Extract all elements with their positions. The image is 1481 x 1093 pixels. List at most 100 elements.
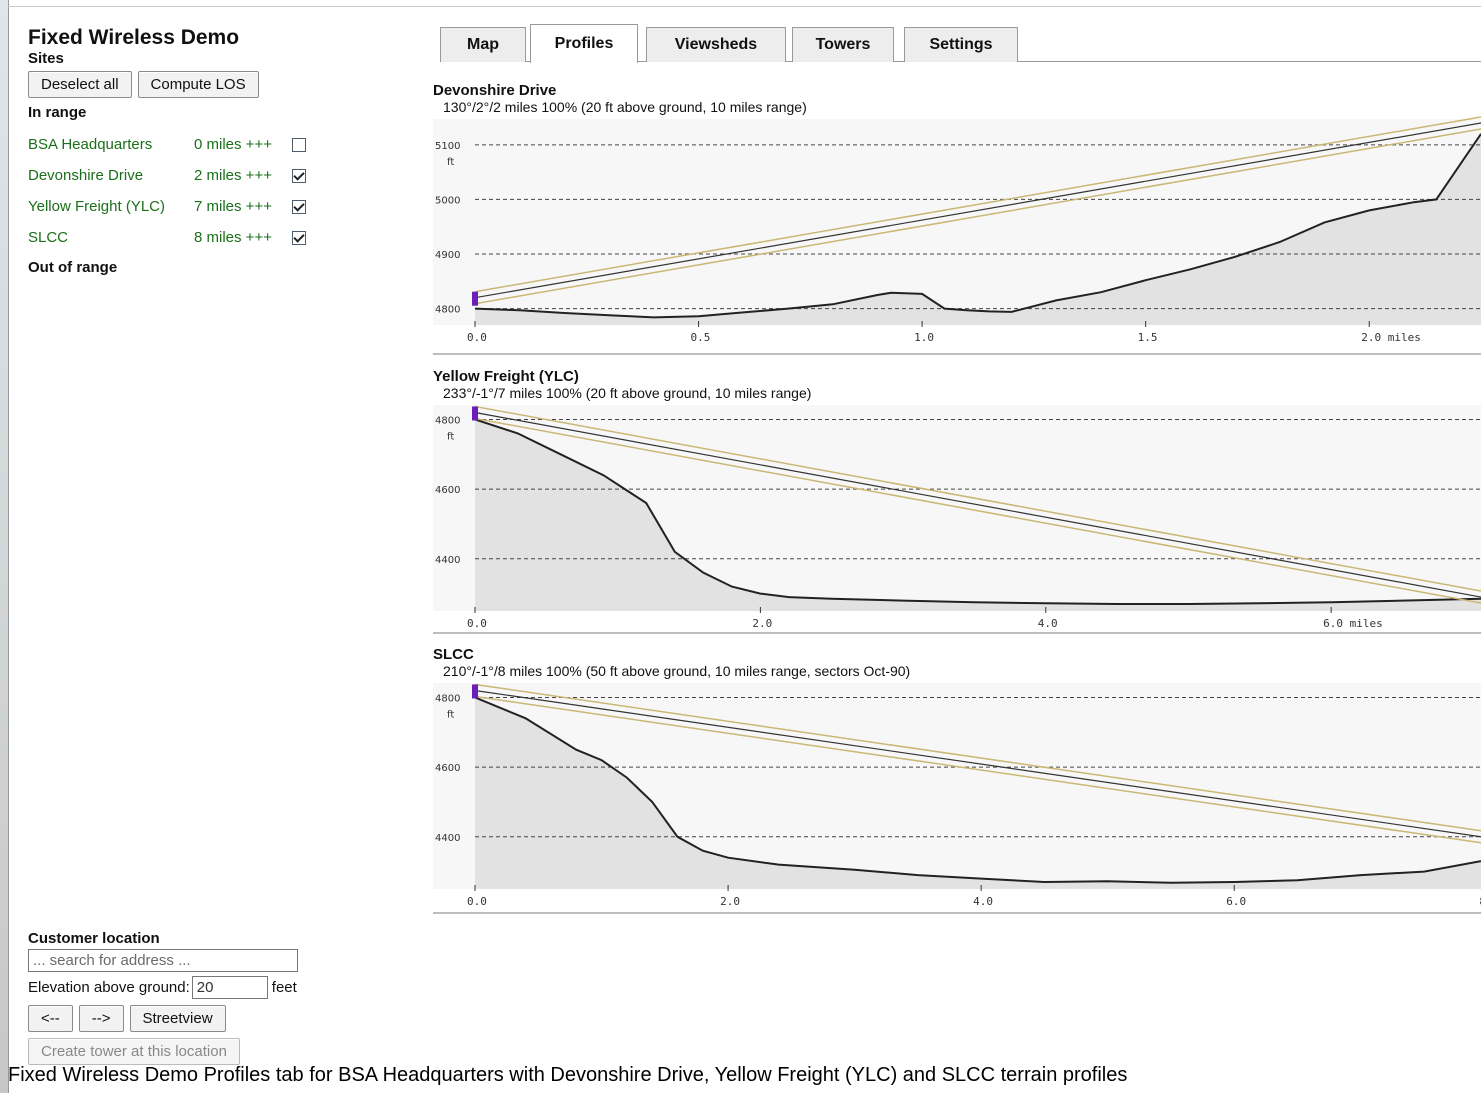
tab-profiles[interactable]: Profiles <box>530 24 638 63</box>
profile-chart: 5100 5000 4900 4800 ft 0.0 0.5 1.0 1.5 2.0 miles <box>433 116 1481 344</box>
x-tick-label: 2.0 <box>720 895 740 908</box>
compute-los-button[interactable]: Compute LOS <box>137 71 259 98</box>
profile-separator <box>433 632 1481 634</box>
image-caption: Fixed Wireless Demo Profiles tab for BSA… <box>8 1064 1128 1086</box>
y-tick-label: 5000 <box>435 195 460 206</box>
tab-bar: Map Profiles Viewsheds Towers Settings <box>440 24 1481 63</box>
sidebar: Fixed Wireless Demo Sites Deselect all C… <box>28 26 328 276</box>
tab-viewsheds[interactable]: Viewsheds <box>646 27 786 62</box>
profile-chart: 4800 4600 4400 ft 0.0 2.0 4.0 6.0 8.0 miles <box>433 683 1481 908</box>
site-checkbox[interactable] <box>292 137 306 152</box>
terrain-line <box>474 133 1481 319</box>
elevation-input[interactable] <box>191 976 268 999</box>
site-distance: 8 miles +++ <box>194 229 272 246</box>
profile-title: Yellow Freight (YLC) <box>433 368 579 385</box>
deselect-all-button[interactable]: Deselect all <box>28 71 132 98</box>
x-tick-label: 2.0 miles <box>1361 331 1421 344</box>
window-left-edge <box>0 0 9 1093</box>
x-tick-label: 0.0 <box>467 895 487 908</box>
x-tick-label: 1.0 <box>914 331 934 344</box>
profile-yellow-freight: Yellow Freight (YLC) 233°/-1°/7 miles 10… <box>433 368 1481 638</box>
terrain-fill <box>475 133 1481 325</box>
site-name[interactable]: Yellow Freight (YLC) <box>28 198 165 215</box>
site-row-slcc: SLCC 8 miles +++ <box>28 222 328 253</box>
previous-button[interactable]: <-- <box>28 1005 73 1032</box>
y-tick-label: 4400 <box>435 833 460 844</box>
elevation-label: Elevation above ground: <box>28 979 190 996</box>
sites-label: Sites <box>28 50 64 67</box>
line-of-sight <box>474 689 1481 838</box>
site-name[interactable]: Devonshire Drive <box>28 167 144 184</box>
profile-subtitle: 130°/2°/2 miles 100% (20 ft above ground… <box>443 99 807 115</box>
x-tick-label: 6.0 <box>1226 895 1246 908</box>
y-tick-label: 4400 <box>435 555 460 566</box>
x-tick-label: 0.0 <box>467 331 487 344</box>
tab-map[interactable]: Map <box>440 27 526 62</box>
site-distance: 2 miles +++ <box>194 167 272 184</box>
y-axis-unit-label: ft <box>447 431 454 442</box>
elevation-unit: feet <box>271 979 297 996</box>
profile-title: SLCC <box>433 646 474 663</box>
window-top-border <box>8 0 1481 7</box>
streetview-button[interactable]: Streetview <box>129 1005 226 1032</box>
site-checkbox[interactable] <box>292 230 306 245</box>
profile-separator <box>433 353 1481 355</box>
y-tick-label: 4600 <box>435 485 460 496</box>
customer-location-label: Customer location <box>28 930 160 947</box>
site-buttons: Deselect all Compute LOS <box>28 71 328 98</box>
profile-chart: 4800 4600 4400 ft 0.0 2.0 4.0 6.0 miles <box>433 405 1481 630</box>
site-checkbox[interactable] <box>292 199 306 214</box>
y-tick-label: 4800 <box>435 415 460 426</box>
site-name[interactable]: BSA Headquarters <box>28 136 153 153</box>
x-tick-label: 4.0 <box>973 895 993 908</box>
x-tick-label: 6.0 miles <box>1323 617 1383 630</box>
fresnel-upper-line <box>474 116 1481 293</box>
profile-separator <box>433 912 1481 914</box>
y-axis-unit-label: ft <box>447 709 454 720</box>
site-row-bsa-headquarters: BSA Headquarters 0 miles +++ <box>28 129 328 160</box>
x-tick-label: 8.0 miles <box>1479 895 1481 908</box>
y-tick-label: 4900 <box>435 250 460 261</box>
line-of-sight <box>474 411 1481 598</box>
antenna-marker <box>472 684 478 699</box>
x-tick-label: 0.5 <box>691 331 711 344</box>
y-tick-label: 4800 <box>435 305 460 316</box>
terrain-line <box>474 696 1481 884</box>
site-row-devonshire-drive: Devonshire Drive 2 miles +++ <box>28 160 328 191</box>
fresnel-lower-line <box>474 128 1481 305</box>
site-distance: 7 miles +++ <box>194 198 272 215</box>
fresnel-lower-line <box>474 417 1481 604</box>
line-of-sight <box>474 122 1481 299</box>
create-tower-button[interactable]: Create tower at this location <box>28 1038 240 1065</box>
profile-subtitle: 233°/-1°/7 miles 100% (20 ft above groun… <box>443 385 812 401</box>
y-tick-label: 4600 <box>435 763 460 774</box>
terrain-fill <box>475 697 1481 889</box>
out-of-range-label: Out of range <box>28 259 118 276</box>
fresnel-upper-line <box>474 405 1481 592</box>
terrain-fill <box>475 419 1481 611</box>
app-title: Fixed Wireless Demo <box>28 26 240 49</box>
profile-subtitle: 210°/-1°/8 miles 100% (50 ft above groun… <box>443 663 911 679</box>
x-tick-label: 0.0 <box>467 617 487 630</box>
tab-settings[interactable]: Settings <box>904 27 1018 62</box>
site-list: BSA Headquarters 0 miles +++ Devonshire … <box>28 129 328 253</box>
y-tick-label: 5100 <box>435 141 460 152</box>
antenna-marker <box>472 291 478 306</box>
x-tick-label: 4.0 <box>1038 617 1058 630</box>
profile-devonshire-drive: Devonshire Drive 130°/2°/2 miles 100% (2… <box>433 82 1481 352</box>
in-range-label: In range <box>28 104 87 121</box>
address-search-input[interactable] <box>28 949 298 972</box>
site-row-yellow-freight: Yellow Freight (YLC) 7 miles +++ <box>28 191 328 222</box>
fresnel-lower-line <box>474 695 1481 844</box>
y-axis-unit-label: ft <box>447 157 454 168</box>
x-tick-label: 2.0 <box>752 617 772 630</box>
navigation-buttons: <-- --> Streetview <box>28 1005 348 1032</box>
next-button[interactable]: --> <box>78 1005 124 1032</box>
fresnel-upper-line <box>474 683 1481 832</box>
terrain-line <box>474 418 1481 605</box>
profile-slcc: SLCC 210°/-1°/8 miles 100% (50 ft above … <box>433 646 1481 916</box>
site-distance: 0 miles +++ <box>194 136 272 153</box>
site-name[interactable]: SLCC <box>28 229 69 246</box>
site-checkbox[interactable] <box>292 168 306 183</box>
tab-towers[interactable]: Towers <box>792 27 894 62</box>
